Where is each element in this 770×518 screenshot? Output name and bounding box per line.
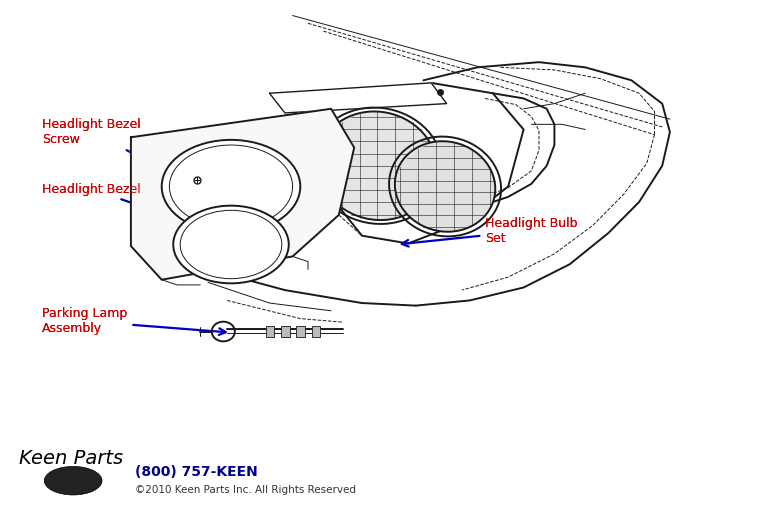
Text: Parking Lamp
Assembly: Parking Lamp Assembly [42,307,128,335]
Polygon shape [331,83,524,243]
Bar [281,326,290,337]
Bar [312,326,320,337]
Text: Headlight Bulb
Set: Headlight Bulb Set [485,217,578,244]
Circle shape [162,140,300,233]
Text: Keen Parts: Keen Parts [19,449,123,468]
Circle shape [173,206,289,283]
Polygon shape [270,83,447,113]
Ellipse shape [395,141,495,232]
Text: Parking Lamp
Assembly: Parking Lamp Assembly [42,307,226,335]
Text: Headlight Bezel
Screw: Headlight Bezel Screw [42,118,184,180]
Ellipse shape [45,467,102,495]
Text: (800) 757-KEEN: (800) 757-KEEN [135,465,257,480]
Ellipse shape [317,111,437,220]
Text: Headlight Bezel
Screw: Headlight Bezel Screw [42,118,141,146]
Text: Headlight Bezel: Headlight Bezel [42,182,141,196]
Bar [296,326,305,337]
Text: Headlight Bezel: Headlight Bezel [42,182,207,230]
Text: Headlight Bulb
Set: Headlight Bulb Set [402,217,578,247]
Text: ©2010 Keen Parts Inc. All Rights Reserved: ©2010 Keen Parts Inc. All Rights Reserve… [135,484,356,495]
Bar [266,326,274,337]
Polygon shape [131,109,354,280]
